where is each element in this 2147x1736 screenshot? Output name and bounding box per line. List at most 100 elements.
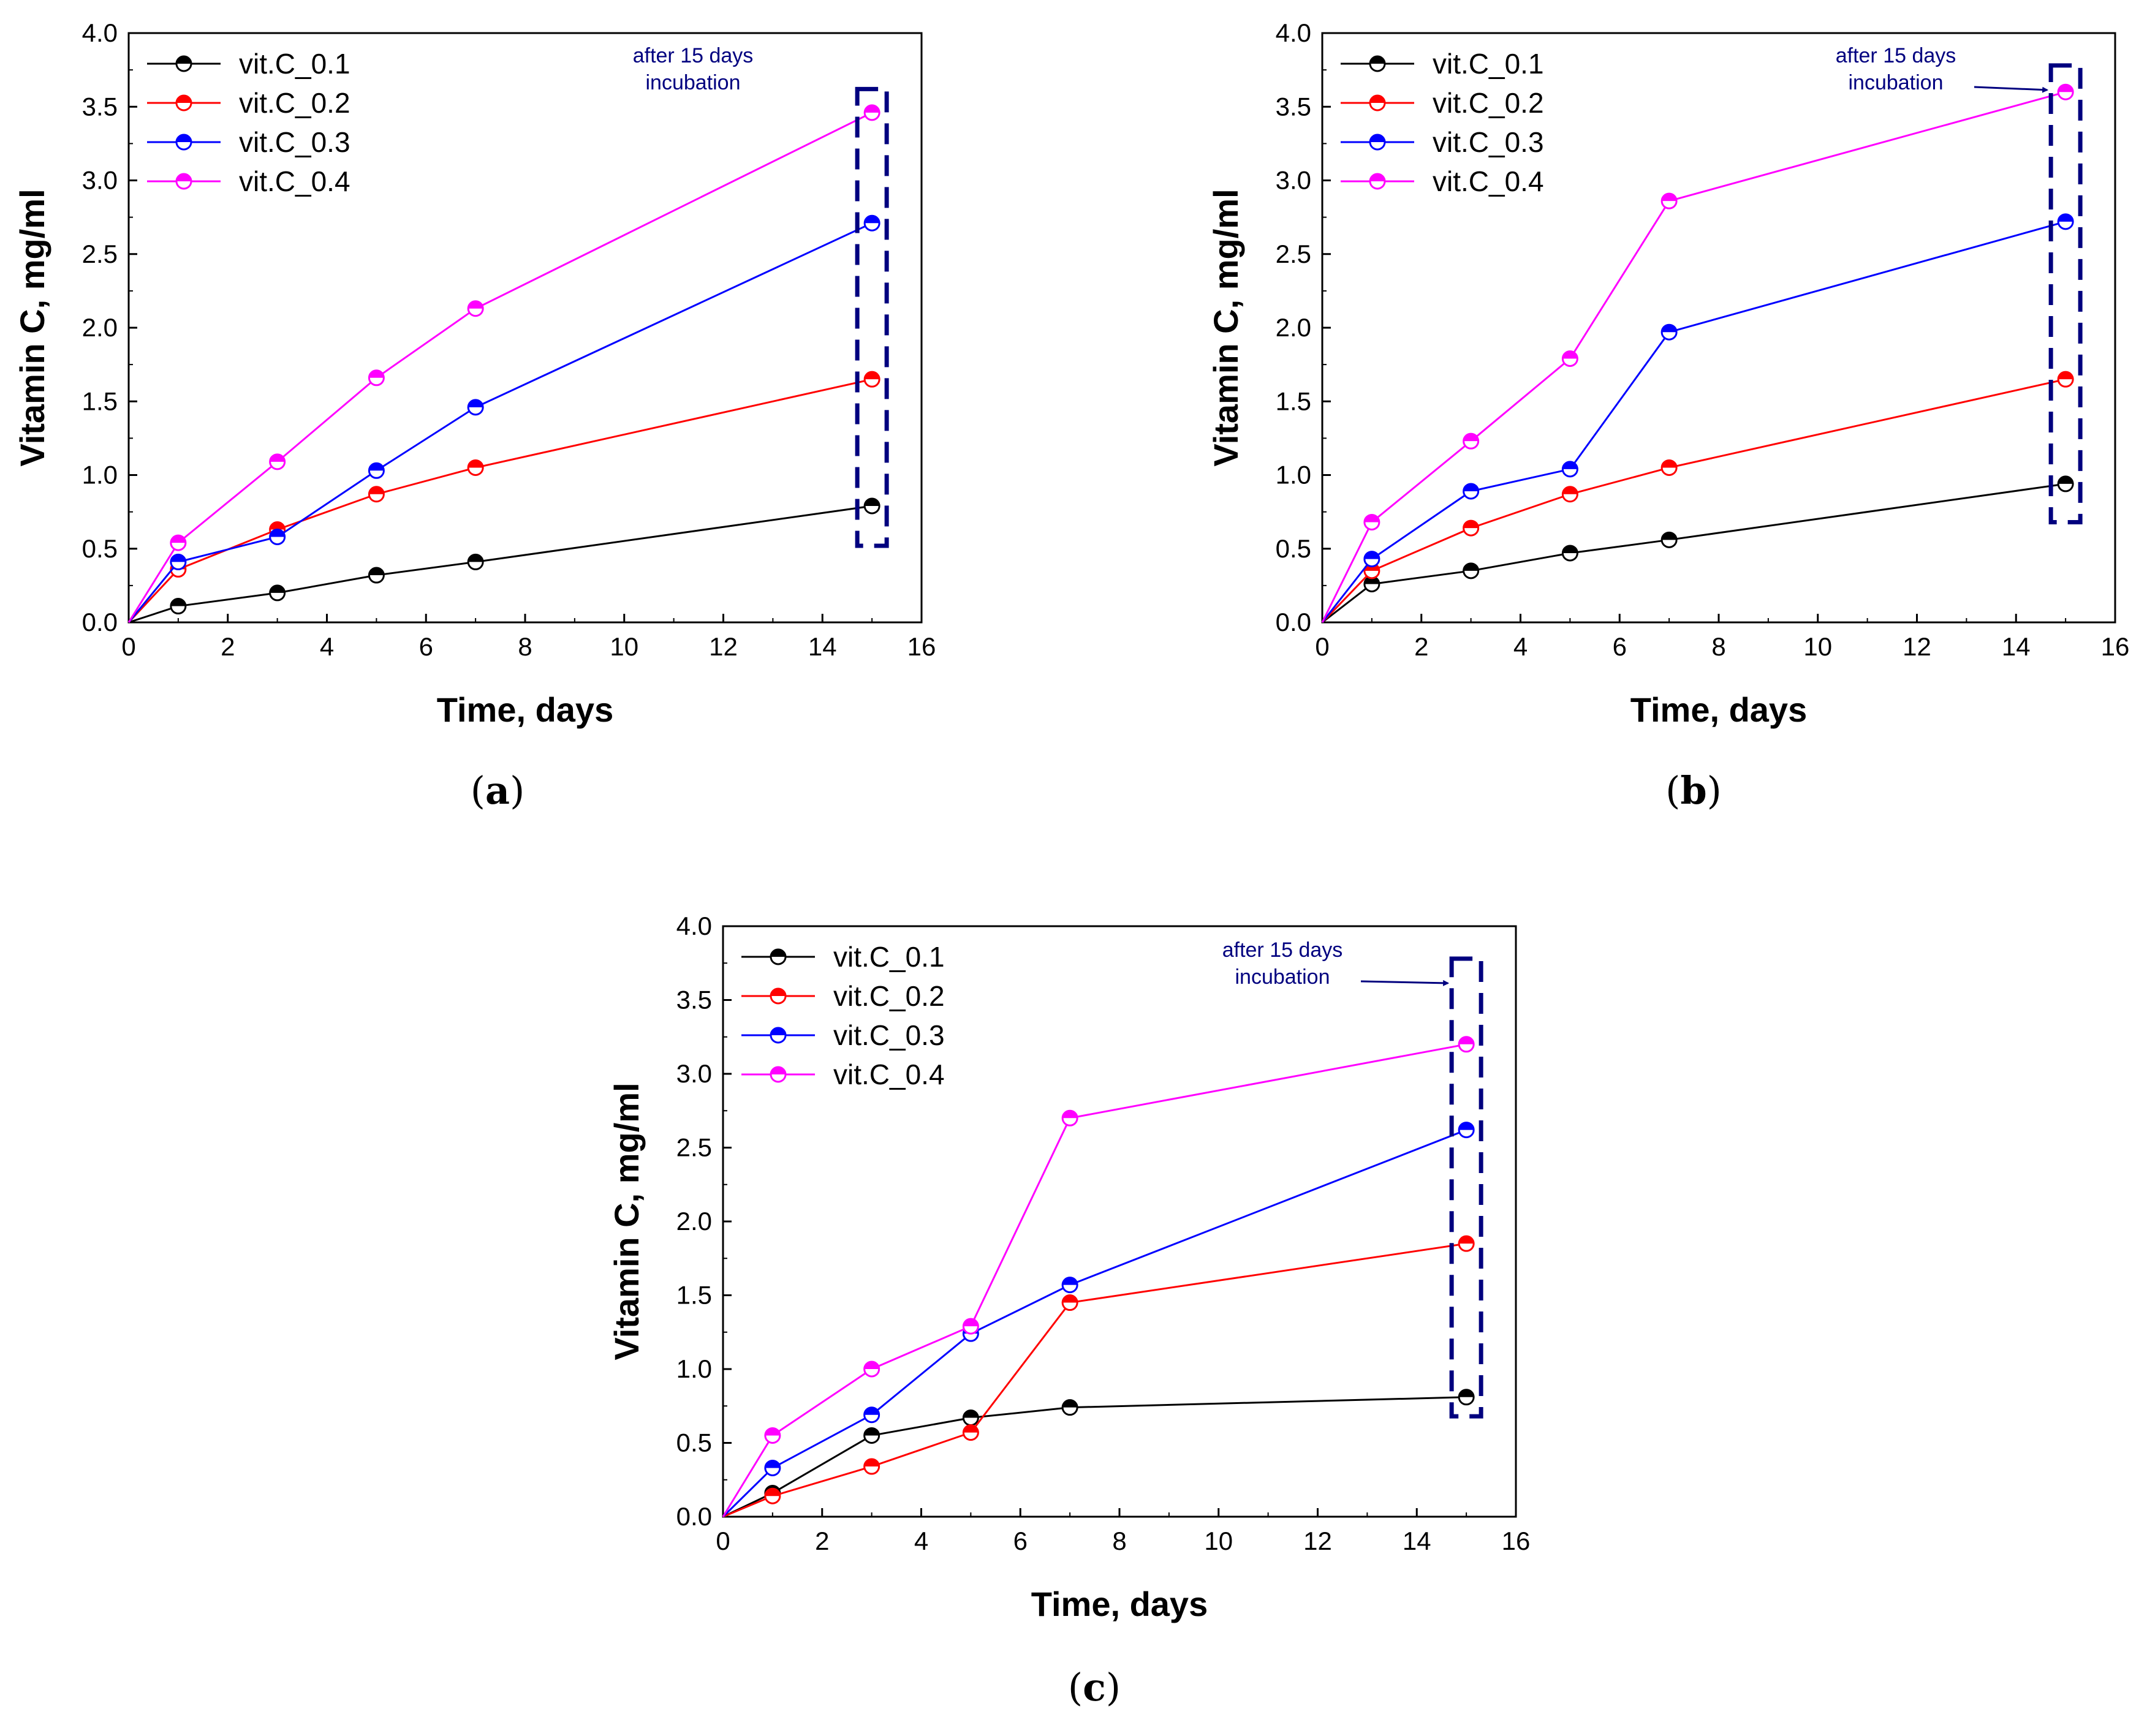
y-axis-title: Vitamin C, mg/ml <box>1206 189 1245 466</box>
legend-entry: vit.C_0.4 <box>833 1059 945 1090</box>
series-vit.C_0.1 <box>722 1389 1475 1518</box>
y-tick-label: 2.0 <box>1276 313 1311 342</box>
annotation-box <box>855 86 889 548</box>
data-point-fill <box>1562 545 1578 553</box>
series-vit.C_0.1 <box>128 497 880 624</box>
series-line <box>722 1396 1467 1518</box>
y-tick-label: 0.0 <box>82 608 118 636</box>
data-point-fill <box>270 522 285 530</box>
series-vit.C_0.1 <box>1322 475 2074 624</box>
y-tick-label: 2.0 <box>82 313 118 342</box>
x-tick-label: 2 <box>1414 632 1428 661</box>
data-point-fill <box>1662 532 1677 540</box>
series-line <box>127 378 873 624</box>
panel-caption: (b) <box>1665 768 1722 813</box>
data-point-fill <box>369 568 384 576</box>
legend-marker-fill <box>1370 56 1385 64</box>
x-tick-label: 14 <box>808 632 837 661</box>
series-vit.C_0.3 <box>127 214 880 623</box>
data-point-fill <box>864 1459 879 1467</box>
series-line <box>1321 378 2066 624</box>
x-tick-label: 6 <box>1613 632 1627 661</box>
y-tick-label: 1.0 <box>82 461 118 489</box>
data-point-fill <box>864 1407 879 1415</box>
data-point-fill <box>963 1410 979 1418</box>
legend: vit.C_0.1 vit.C_0.2 vit.C_0.3 vit.C_0.4 <box>1341 48 1544 197</box>
chart-panel-b: 0 2 4 6 8 10 12 14 16 0.0 0.5 1.0 1.5 2.0 2.5 3.0 3.5 4.0… <box>1206 18 2129 813</box>
data-point-fill <box>1364 576 1379 584</box>
x-tick-label: 8 <box>1711 632 1725 661</box>
annotation-text: after 15 days <box>1222 938 1343 962</box>
series-vit.C_0.3 <box>1321 213 2074 623</box>
y-tick-label: 0.5 <box>82 534 118 563</box>
data-point-fill <box>864 1362 879 1369</box>
x-tick-label: 0 <box>121 632 135 661</box>
data-point-fill <box>1662 194 1677 202</box>
panel-caption: (c) <box>1068 1665 1121 1710</box>
y-tick-label: 0.0 <box>1276 608 1311 636</box>
data-point-fill <box>369 486 384 494</box>
y-tick-label: 2.5 <box>82 240 118 268</box>
data-point-fill <box>1562 461 1578 469</box>
annotation-arrow <box>1974 86 2049 93</box>
plot-frame <box>127 32 923 624</box>
legend-marker-fill <box>1370 135 1385 142</box>
x-tick-label: 4 <box>320 632 334 661</box>
x-tick-label: 14 <box>2002 632 2031 661</box>
legend-entry: vit.C_0.2 <box>833 980 945 1012</box>
y-tick-label: 4.0 <box>676 911 712 940</box>
legend-entry: vit.C_0.4 <box>239 165 350 197</box>
x-tick-label: 8 <box>1112 1527 1126 1555</box>
legend-marker-fill <box>771 949 786 957</box>
y-tick-label: 1.5 <box>1276 387 1311 415</box>
y-tick-label: 3.5 <box>82 92 118 121</box>
y-tick-label: 0.0 <box>676 1502 712 1531</box>
legend-marker-fill <box>771 989 786 996</box>
series-line <box>722 1043 1467 1517</box>
x-tick-label: 6 <box>1013 1527 1028 1555</box>
series-line <box>127 111 873 623</box>
series-vit.C_0.2 <box>127 371 880 624</box>
y-tick-label: 1.0 <box>1276 461 1311 489</box>
legend-marker-fill <box>176 135 191 142</box>
data-point-fill <box>369 370 384 378</box>
x-tick-label: 6 <box>419 632 433 661</box>
data-point-fill <box>1562 486 1578 494</box>
y-tick-label: 2.5 <box>676 1133 712 1162</box>
data-point-fill <box>1463 483 1479 491</box>
y-tick-label: 0.5 <box>1276 534 1311 563</box>
legend-entry: vit.C_0.1 <box>1433 48 1544 80</box>
y-tick-label: 2.0 <box>676 1207 712 1236</box>
annotation-arrow <box>1360 979 1450 986</box>
legend-marker-fill <box>1370 96 1385 103</box>
y-tick-label: 2.5 <box>1276 240 1311 268</box>
annotation-text: incubation <box>645 71 740 94</box>
legend-marker-fill <box>176 56 191 64</box>
plot-frame <box>722 925 1517 1518</box>
legend-marker-fill <box>771 1067 786 1074</box>
y-tick-label: 3.5 <box>676 986 712 1014</box>
y-tick-label: 0.5 <box>676 1428 712 1457</box>
data-point-fill <box>468 399 483 407</box>
data-point-fill <box>1062 1277 1078 1285</box>
legend-entry: vit.C_0.1 <box>239 48 350 80</box>
data-point-fill <box>2058 372 2073 380</box>
data-point-fill <box>963 1425 979 1433</box>
data-point-fill <box>1459 1122 1474 1130</box>
data-point-fill <box>1662 460 1677 468</box>
legend-entry: vit.C_0.3 <box>239 126 350 158</box>
data-point-fill <box>1463 434 1479 442</box>
data-point-fill <box>1463 521 1479 529</box>
y-tick-label: 1.5 <box>82 387 118 415</box>
data-point-fill <box>1062 1295 1078 1303</box>
series-vit.C_0.4 <box>722 1036 1475 1517</box>
data-point-fill <box>1364 515 1379 523</box>
series-line <box>128 505 873 624</box>
panel-caption: (a) <box>471 768 525 813</box>
x-tick-label: 14 <box>1403 1527 1431 1555</box>
data-point-fill <box>2058 214 2073 222</box>
x-tick-label: 12 <box>709 632 738 661</box>
data-point-fill <box>865 105 880 113</box>
x-tick-label: 0 <box>716 1527 730 1555</box>
x-tick-label: 4 <box>1513 632 1528 661</box>
